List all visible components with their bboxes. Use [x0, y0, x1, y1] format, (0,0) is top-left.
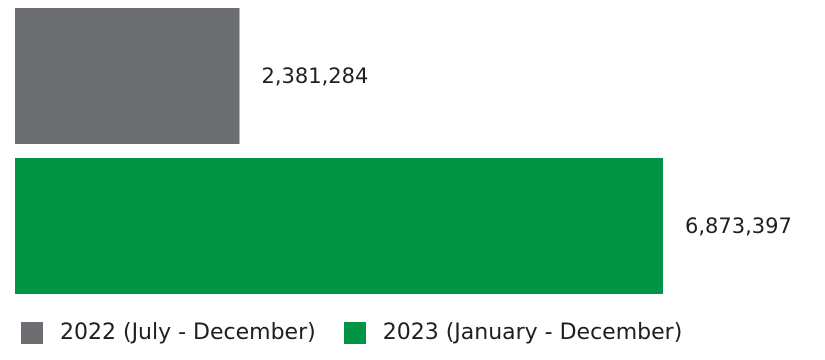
bar-2022 [15, 8, 240, 144]
legend: 2022 (July - December) 2023 (January - D… [21, 320, 682, 345]
data-label-2022: 2,381,284 [261, 64, 368, 88]
legend-swatch-2022 [21, 321, 43, 344]
legend-item-2022: 2022 (July - December) [21, 320, 316, 345]
data-label-2023: 6,873,397 [685, 214, 792, 238]
legend-item-2023: 2023 (January - December) [343, 320, 683, 345]
legend-label-2022: 2022 (July - December) [60, 320, 316, 345]
legend-swatch-2023 [343, 321, 366, 344]
bar-2023 [15, 158, 663, 294]
bar-chart-canvas: 2,381,284 6,873,397 [15, 8, 792, 294]
legend-label-2023: 2023 (January - December) [382, 320, 683, 345]
